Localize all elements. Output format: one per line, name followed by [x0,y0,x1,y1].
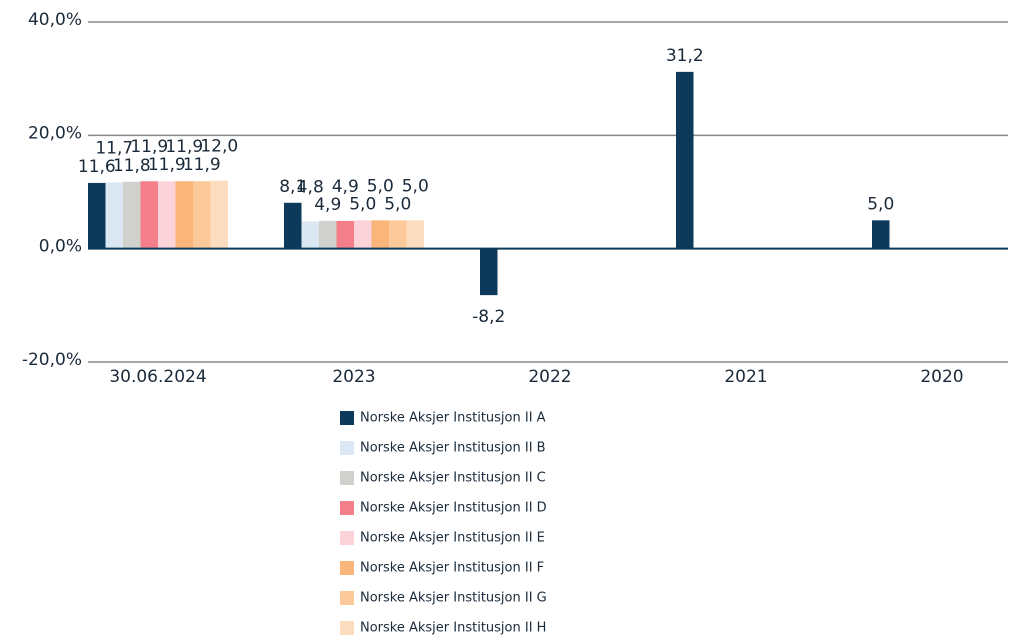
bar [676,71,694,249]
x-tick-label: 2020 [920,367,963,387]
legend-swatch [340,471,354,485]
legend-label: Norske Aksjer Institusjon II G [360,591,547,606]
bar [319,220,337,249]
value-label: 11,9 [130,137,168,157]
bar [123,181,141,249]
bar [140,181,158,249]
legend-swatch [340,591,354,605]
bar [158,181,176,249]
bar [210,180,228,249]
value-label: 11,8 [113,156,151,176]
value-label: 8,1 [279,177,306,197]
bar [371,220,389,249]
y-tick-label: -20,0% [22,350,82,370]
bar [480,248,498,296]
value-label: 11,9 [148,155,186,175]
value-label: 31,2 [666,46,704,66]
legend-label: Norske Aksjer Institusjon II C [360,471,546,486]
value-label: 11,6 [78,157,116,177]
bar [284,202,302,249]
value-label: 4,8 [297,177,324,197]
bar [336,220,354,249]
bar [105,182,123,249]
legend-swatch [340,531,354,545]
legend-swatch [340,501,354,515]
bar [301,221,319,249]
y-tick-label: 0,0% [39,237,82,257]
bar [175,181,193,249]
bar [88,182,106,249]
bar [406,220,424,249]
value-label: 11,7 [95,138,133,158]
value-label: 4,9 [332,177,359,197]
legend-label: Norske Aksjer Institusjon II D [360,501,547,516]
x-tick-label: 2023 [332,367,375,387]
bar [872,220,890,249]
y-tick-label: 40,0% [28,10,82,30]
value-label: 5,0 [349,194,376,214]
legend-swatch [340,411,354,425]
value-label: 5,0 [384,194,411,214]
legend-swatch [340,441,354,455]
bar [389,220,407,249]
value-label: 4,9 [314,195,341,215]
legend-label: Norske Aksjer Institusjon II B [360,441,546,456]
bar [193,181,211,249]
legend-label: Norske Aksjer Institusjon II E [360,531,545,546]
x-tick-label: 2021 [724,367,767,387]
legend-swatch [340,621,354,635]
legend-label: Norske Aksjer Institusjon II F [360,561,544,576]
x-tick-label: 30.06.2024 [109,367,206,387]
y-tick-label: 20,0% [28,123,82,143]
legend-label: Norske Aksjer Institusjon II A [360,411,546,426]
x-tick-label: 2022 [528,367,571,387]
value-label: 11,9 [183,155,221,175]
legend-swatch [340,561,354,575]
value-label: 12,0 [200,137,238,157]
value-label: 11,9 [165,137,203,157]
bar [354,220,372,249]
value-label: 5,0 [867,194,894,214]
value-label: -8,2 [472,307,505,327]
legend-label: Norske Aksjer Institusjon II H [360,621,546,636]
value-label: 5,0 [367,176,394,196]
value-label: 5,0 [402,176,429,196]
